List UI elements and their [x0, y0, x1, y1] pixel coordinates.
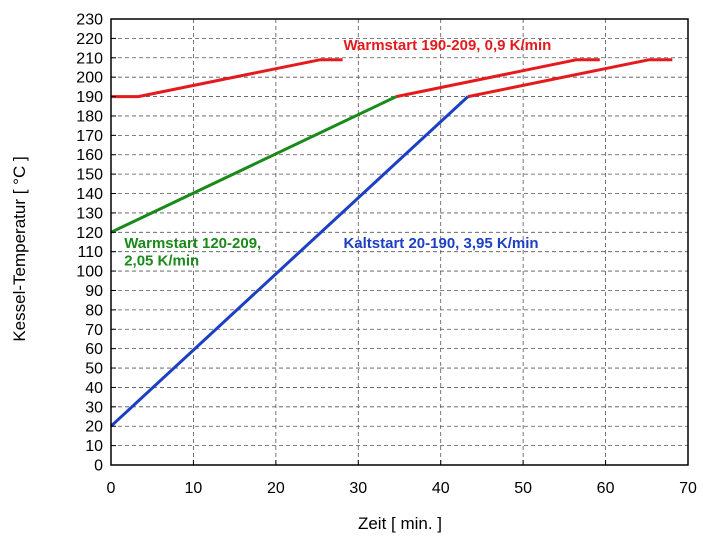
y-tick-label: 90: [85, 283, 103, 300]
y-tick-label: 30: [85, 399, 103, 416]
y-tick-label: 170: [76, 128, 103, 145]
x-tick-label: 50: [514, 480, 532, 497]
series-line: [111, 58, 343, 99]
y-tick-label: 220: [76, 31, 103, 48]
y-tick-label: 20: [85, 419, 103, 436]
x-tick-label: 30: [349, 480, 367, 497]
y-tick-label: 140: [76, 186, 103, 203]
series-line: [109, 95, 469, 428]
series-annotation: 2,05 K/min: [124, 252, 199, 269]
series-layer: [109, 58, 673, 428]
x-tick-label: 10: [185, 480, 203, 497]
x-axis-title: Zeit [ min. ]: [358, 514, 442, 533]
series-line: [467, 58, 673, 99]
y-tick-label: 120: [76, 225, 103, 242]
plot-frame: [110, 18, 689, 466]
y-tick-label: 80: [85, 302, 103, 319]
series-line: [395, 58, 600, 99]
y-tick-label: 50: [85, 361, 103, 378]
series-annotation: Warmstart 190-209, 0,9 K/min: [343, 37, 551, 54]
y-axis-title: Kessel-Temperatur [ °C ]: [10, 156, 29, 341]
y-tick-label: 190: [76, 89, 103, 106]
x-tick-label: 40: [432, 480, 450, 497]
y-tick-label: 110: [77, 244, 103, 261]
y-tick-label: 180: [76, 108, 103, 125]
x-tick-label: 20: [267, 480, 285, 497]
x-tick-label: 60: [597, 480, 615, 497]
y-tick-label: 200: [76, 70, 103, 87]
x-tick-label: 70: [679, 480, 697, 497]
y-tick-label: 150: [76, 167, 103, 184]
y-tick-label: 70: [85, 322, 103, 339]
series-annotation: Warmstart 120-209,: [124, 235, 261, 252]
y-tick-label: 60: [85, 341, 103, 358]
y-tick-label: 230: [76, 12, 103, 29]
y-tick-label: 130: [76, 205, 103, 222]
tick-layer: 0102030405060708090100110120130140150160…: [76, 12, 697, 498]
y-tick-label: 100: [76, 264, 103, 281]
y-tick-label: 210: [76, 50, 103, 67]
y-tick-label: 10: [85, 438, 103, 455]
series-line: [110, 95, 397, 234]
annotation-layer: Warmstart 190-209, 0,9 K/min Warmstart 12…: [124, 37, 551, 269]
y-tick-label: 40: [85, 380, 103, 397]
x-tick-label: 0: [107, 480, 116, 497]
y-tick-label: 160: [76, 147, 103, 164]
series-annotation: Kaltstart 20-190, 3,95 K/min: [343, 235, 538, 252]
y-tick-label: 0: [94, 458, 103, 475]
